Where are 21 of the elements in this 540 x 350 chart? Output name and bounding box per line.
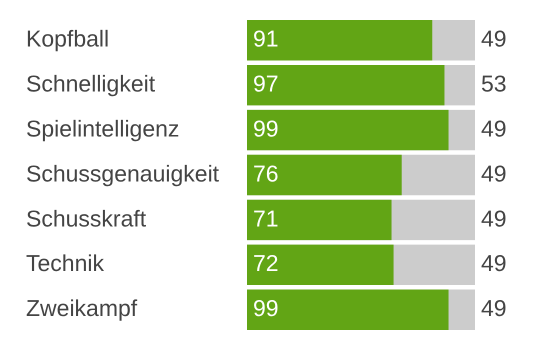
data-label: 99 [253, 295, 279, 322]
y-tick-label: Technik [26, 250, 104, 276]
y-tick-label: Zweikampf [26, 295, 138, 322]
y-tick-label: Schussgenauigkeit [26, 160, 220, 186]
text: 49 [481, 205, 507, 232]
y-tick-label: Spielintelligenz [26, 115, 180, 142]
text: 49 [481, 115, 507, 142]
text: 49 [481, 250, 507, 276]
data-label: 71 [253, 205, 279, 232]
data-label: 91 [253, 26, 279, 52]
text: 49 [481, 295, 507, 322]
y-tick-label: Kopfball [26, 26, 110, 52]
y-tick-label: Schusskraft [26, 205, 147, 232]
text: 53 [481, 70, 507, 97]
data-label: 76 [253, 160, 279, 186]
data-label: 72 [253, 250, 279, 276]
text: 49 [481, 26, 507, 52]
data-label: 97 [253, 70, 279, 97]
y-tick-label: Schnelligkeit [26, 70, 156, 97]
text: 49 [481, 160, 507, 186]
data-label: 99 [253, 115, 279, 142]
